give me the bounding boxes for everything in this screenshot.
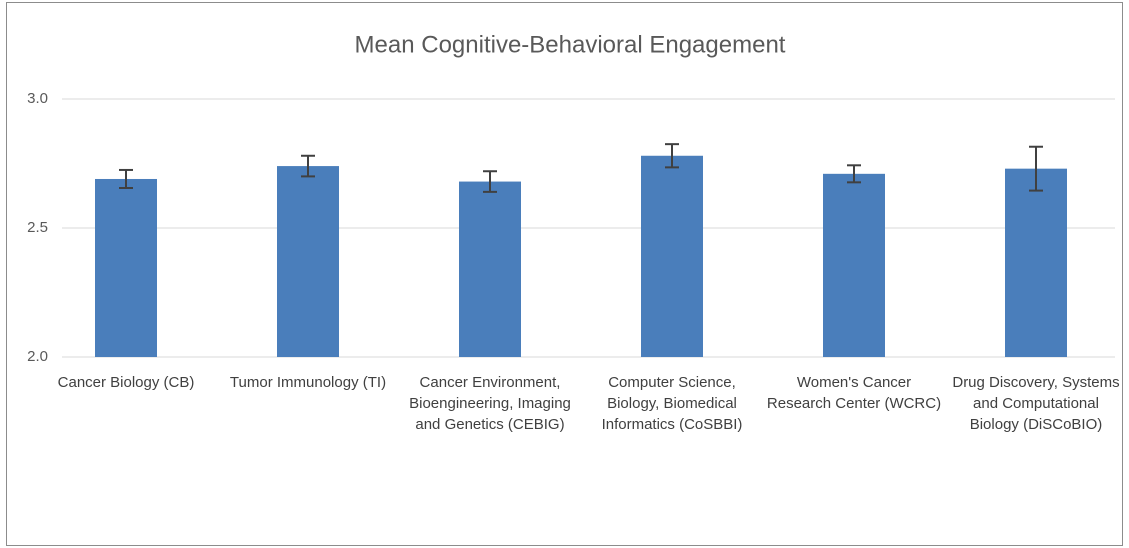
x-tick-label: Drug Discovery, Systems and Computationa… — [952, 374, 1120, 433]
x-tick-label: Cancer Environment, Bioengineering, Imag… — [409, 374, 571, 433]
x-tick-label: Computer Science, Biology, Biomedical In… — [601, 374, 743, 433]
x-tick-label: Tumor Immunology (TI) — [229, 374, 387, 391]
bar — [459, 181, 521, 357]
x-tick-label: Women's Cancer Research Center (WCRC) — [766, 374, 942, 412]
bar — [641, 155, 703, 357]
bar — [95, 178, 157, 357]
chart-title: Mean Cognitive-Behavioral Engagement — [355, 31, 786, 58]
bar — [1005, 168, 1067, 357]
bar — [823, 173, 885, 357]
chart-border — [6, 2, 1123, 546]
y-tick-label: 2.0 — [27, 348, 48, 365]
y-tick-label: 3.0 — [27, 90, 48, 107]
bar — [277, 166, 339, 357]
y-tick-label: 2.5 — [27, 219, 48, 236]
x-tick-label: Cancer Biology (CB) — [57, 374, 195, 391]
